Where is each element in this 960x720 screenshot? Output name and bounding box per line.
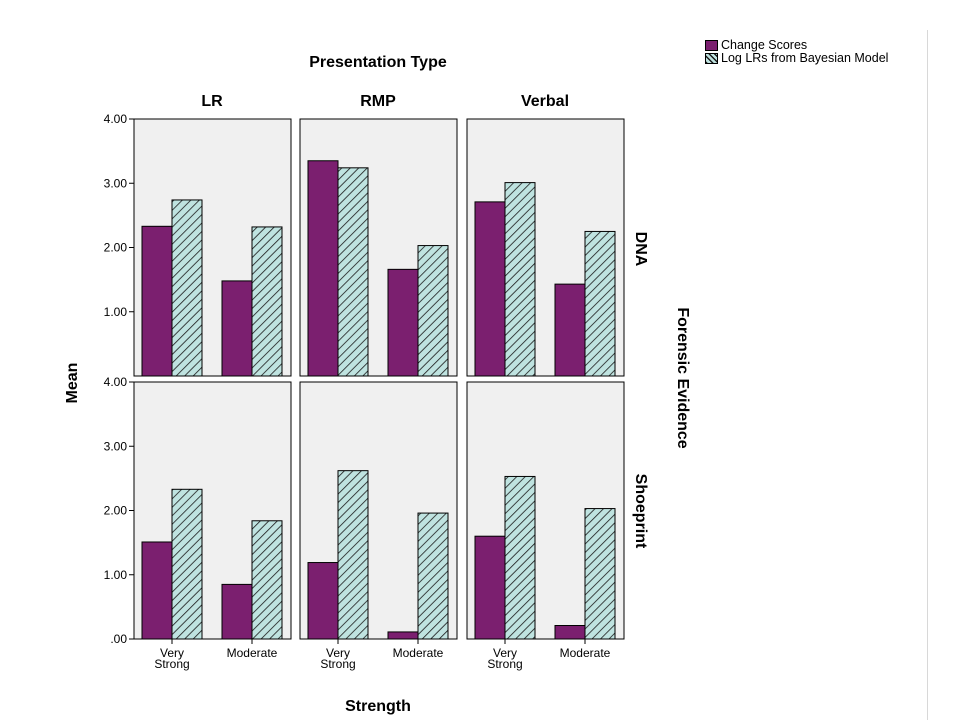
y-tick-label: 3.00 [104,439,128,453]
x-tick-label: Moderate [393,646,444,660]
legend: Change Scores Log LRs from Bayesian Mode… [705,38,915,66]
bar-dna-lr-very-strong-log-lrs [171,199,203,377]
x-tick-label: Very Strong [154,646,189,671]
legend-item-change-scores: Change Scores [705,38,915,52]
bar-shoeprint-rmp-moderate-log-lrs [417,512,449,640]
x-axis-title: Strength [345,698,411,715]
bar-dna-verbal-very-strong-change-scores [474,201,506,377]
x-tick-label: Very Strong [320,646,355,671]
x-tick-label: Moderate [227,646,278,660]
bar-shoeprint-rmp-very-strong-change-scores [307,562,339,640]
y-tick-label: 2.00 [104,241,128,255]
bar-dna-rmp-moderate-change-scores [387,268,419,377]
bar-dna-rmp-moderate-log-lrs [417,245,449,377]
y-tick-label: 4.00 [104,375,128,389]
chart-title: Presentation Type [309,54,447,71]
y-tick-label: 4.00 [104,112,128,126]
swatch-change-scores [705,40,718,51]
bar-dna-verbal-very-strong-log-lrs [504,182,536,377]
bar-dna-verbal-moderate-change-scores [554,283,586,377]
y-tick-label: 2.00 [104,504,128,518]
bar-shoeprint-rmp-very-strong-log-lrs [337,470,369,640]
bar-dna-rmp-very-strong-log-lrs [337,167,369,377]
panels: 1.00 2.00 3.00 4.00 .00 1.00 2.00 3.00 4.00 Very S… [104,112,625,671]
bar-shoeprint-verbal-moderate-log-lrs [584,508,616,640]
bar-shoeprint-lr-moderate-log-lrs [251,520,283,640]
bar-dna-verbal-moderate-log-lrs [584,230,616,377]
y-tick-label: 1.00 [104,568,128,582]
legend-label: Log LRs from Bayesian Model [721,51,889,65]
column-header-lr: LR [201,93,223,110]
column-header-verbal: Verbal [521,93,569,110]
y-tick-label: .00 [110,632,127,646]
bar-shoeprint-lr-very-strong-log-lrs [171,488,203,640]
bar-shoeprint-verbal-very-strong-log-lrs [504,475,536,640]
x-tick-label: Moderate [560,646,611,660]
y-tick-label: 1.00 [104,305,128,319]
bar-dna-lr-moderate-log-lrs [251,226,283,377]
column-header-rmp: RMP [360,93,396,110]
bar-dna-lr-very-strong-change-scores [141,225,173,377]
right-divider [927,30,928,720]
y-axis-title: Mean [64,363,81,404]
row-axis-title: Forensic Evidence [674,307,691,448]
bar-shoeprint-verbal-moderate-change-scores [554,625,586,640]
swatch-log-lrs [705,53,718,64]
bar-shoeprint-lr-very-strong-change-scores [141,541,173,640]
row-label-shoeprint: Shoeprint [632,474,649,549]
legend-item-log-lrs: Log LRs from Bayesian Model [705,51,915,65]
bar-dna-lr-moderate-change-scores [221,280,253,377]
bar-shoeprint-rmp-moderate-change-scores [387,631,419,640]
bar-shoeprint-lr-moderate-change-scores [221,583,253,640]
x-tick-label: Very Strong [487,646,522,671]
legend-label: Change Scores [721,38,808,52]
row-label-dna: DNA [632,232,649,267]
bar-dna-rmp-very-strong-change-scores [307,160,339,377]
y-tick-label: 3.00 [104,176,128,190]
bar-shoeprint-verbal-very-strong-change-scores [474,535,506,640]
